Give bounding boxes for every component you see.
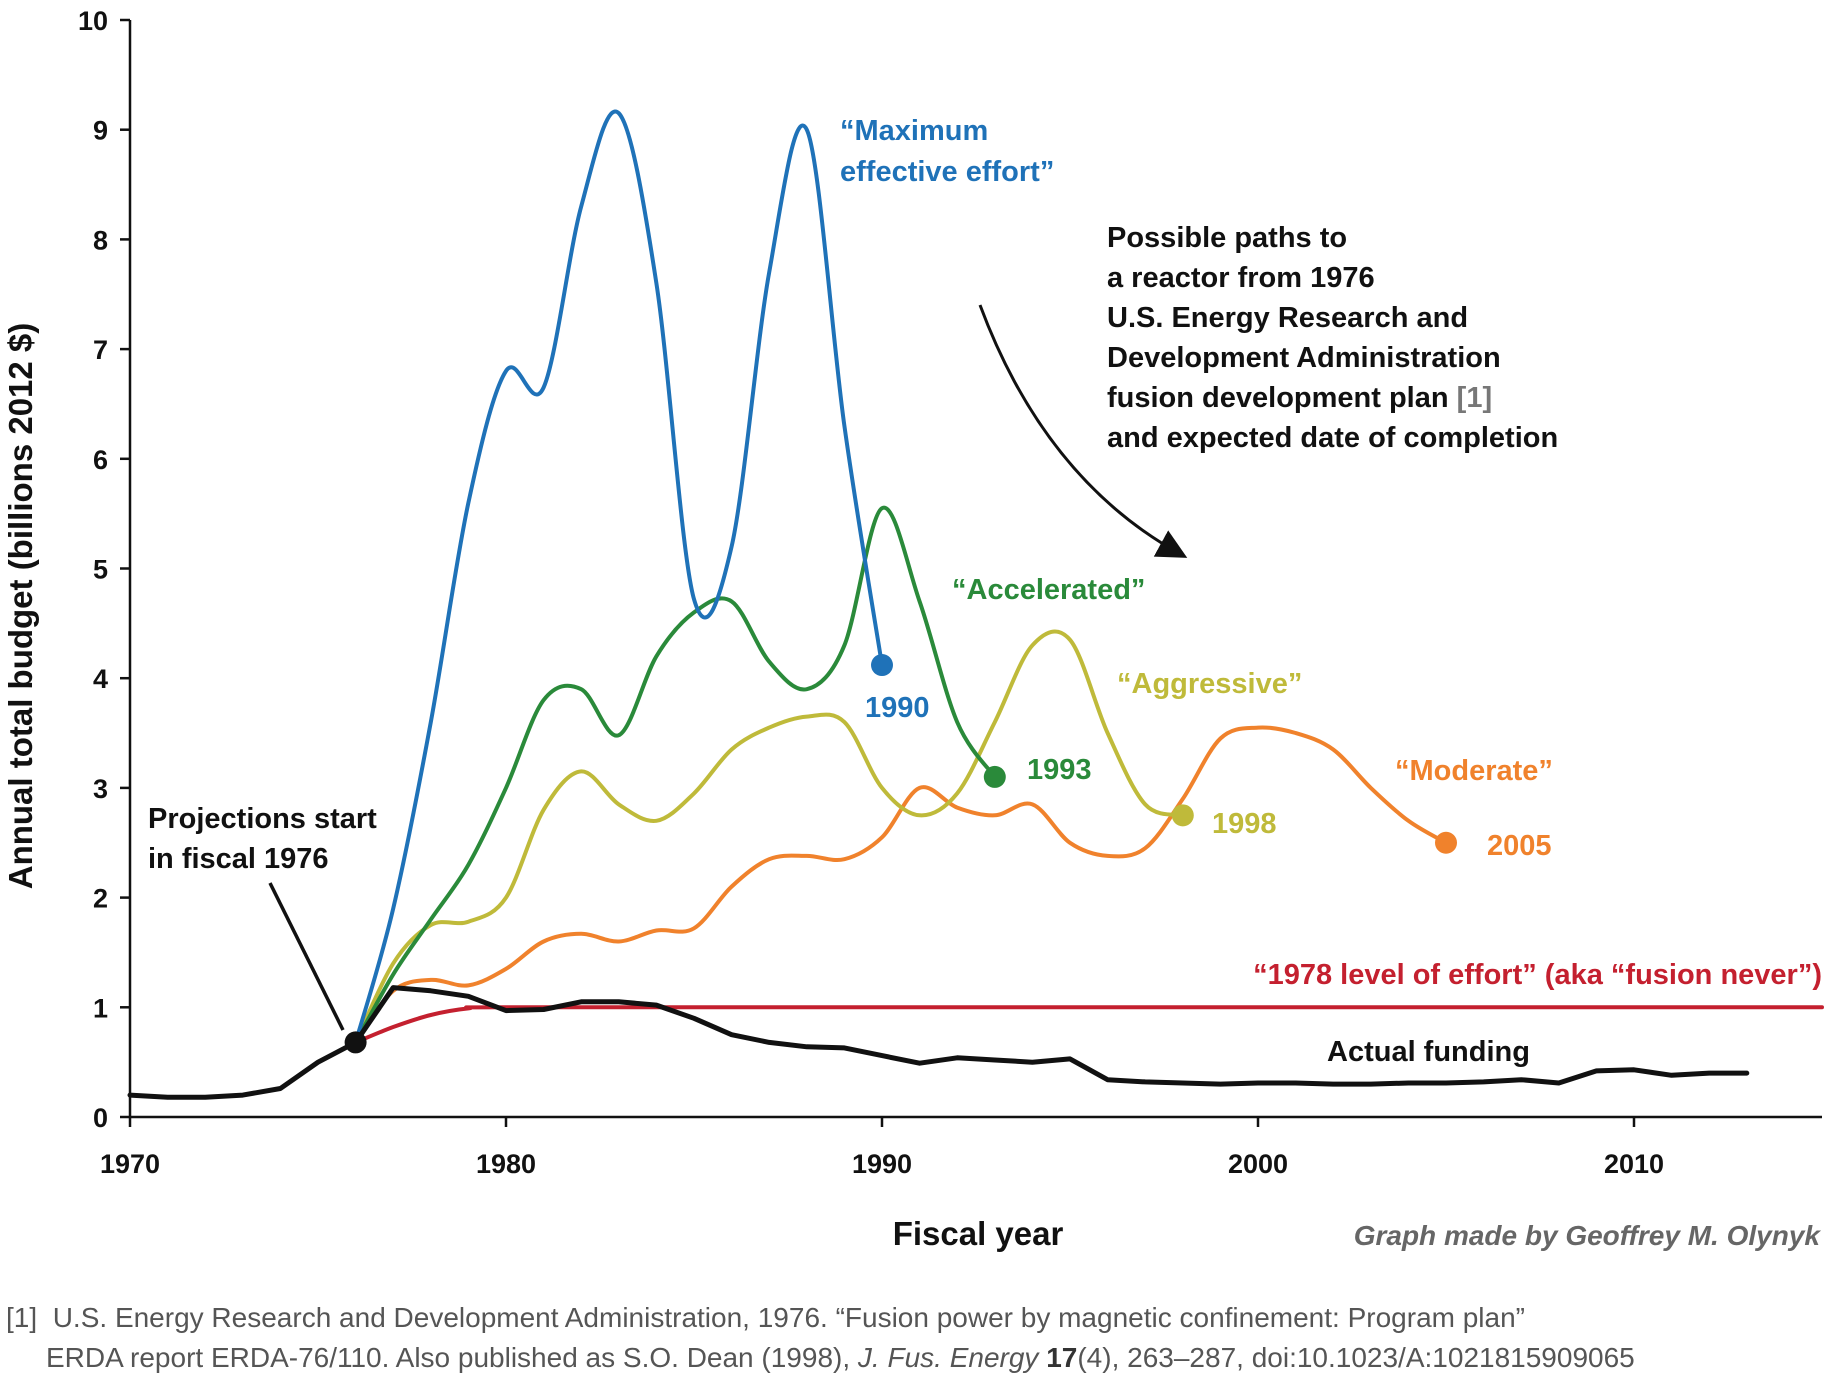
reference-line1-text: U.S. Energy Research and Development Adm… (52, 1302, 1525, 1333)
y-tick-label: 6 (93, 445, 108, 475)
series-layer (127, 109, 1824, 1100)
reference-marker: [1] (6, 1302, 38, 1333)
series-line-moderate (353, 725, 1448, 1045)
axes: 0 1 2 3 4 5 6 7 8 9 10 1970 1980 1990 2000 2010 (78, 6, 1822, 1179)
max-effort-label-line1: “Maximum (840, 115, 988, 147)
reference-line2: ERDA report ERDA-76/110. Also published … (6, 1338, 1826, 1378)
y-tick-label: 4 (93, 664, 108, 694)
end-label-1998: 1998 (1212, 808, 1277, 840)
projections-start-line1: Projections start (148, 803, 377, 835)
series-line-fusion-never (353, 1005, 1824, 1045)
aggressive-label: “Aggressive” (1117, 668, 1302, 700)
reference-line2-b: (4), 263–287, doi:10.1023/A:102181590906… (1077, 1342, 1635, 1373)
series-line-actual-funding (127, 985, 1750, 1100)
graph-credit: Graph made by Geoffrey M. Olynyk (1354, 1220, 1822, 1251)
projections-start-pointer (268, 882, 345, 1031)
end-label-2005: 2005 (1487, 830, 1552, 862)
reference-line2-a: ERDA report ERDA-76/110. Also published … (46, 1342, 858, 1373)
end-point-accelerated (983, 765, 1006, 788)
x-tick-label: 2000 (1228, 1149, 1288, 1179)
max-effort-label-line2: effective effort” (840, 156, 1054, 188)
x-tick-label: 1970 (100, 1149, 160, 1179)
series-line-accelerated (353, 505, 997, 1045)
y-tick-label: 7 (93, 335, 108, 365)
possible-paths-line6: and expected date of completion (1107, 422, 1558, 454)
possible-paths-line5: fusion development plan [1] (1107, 382, 1492, 414)
series-line-aggressive (353, 629, 1185, 1045)
end-point-aggressive (1171, 804, 1194, 827)
reference-volume: 17 (1046, 1342, 1078, 1373)
y-tick-label: 3 (93, 774, 108, 804)
x-tick-label: 1980 (476, 1149, 536, 1179)
x-axis-title: Fiscal year (893, 1215, 1064, 1252)
y-axis-title: Annual total budget (billions 2012 $) (2, 323, 39, 890)
y-tick-label: 0 (93, 1103, 108, 1133)
possible-paths-arrow (978, 304, 1188, 558)
reference-line1: [1] U.S. Energy Research and Development… (6, 1298, 1826, 1338)
y-tick-label: 8 (93, 225, 108, 255)
reference-footnote: [1] U.S. Energy Research and Development… (6, 1298, 1826, 1378)
x-tick-label: 2010 (1604, 1149, 1664, 1179)
fusion-budget-chart: 0 1 2 3 4 5 6 7 8 9 10 1970 1980 1990 2000 2010 Fiscal … (2, 6, 1824, 1252)
possible-paths-line5-text: fusion development plan (1107, 382, 1457, 414)
series-line-maximum-effort (353, 109, 884, 1045)
y-tick-label: 1 (93, 993, 108, 1023)
possible-paths-line3: U.S. Energy Research and (1107, 302, 1468, 334)
fusion-never-label: “1978 level of effort” (aka “fusion neve… (1253, 959, 1822, 991)
projections-start-line2: in fiscal 1976 (148, 843, 329, 875)
end-label-1990: 1990 (865, 692, 930, 724)
end-point-maximum-effort (871, 654, 893, 677)
actual-funding-label: Actual funding (1327, 1036, 1530, 1068)
y-tick-label: 9 (93, 116, 108, 146)
reference-journal: J. Fus. Energy (857, 1342, 1039, 1373)
y-tick-label: 10 (78, 6, 108, 36)
possible-paths-line4: Development Administration (1107, 342, 1501, 374)
end-point-moderate (1435, 831, 1457, 854)
end-label-1993: 1993 (1027, 754, 1092, 786)
projection-start-point (344, 1031, 367, 1054)
y-tick-label: 2 (93, 884, 108, 914)
possible-paths-line1: Possible paths to (1107, 222, 1347, 254)
x-tick-label: 1990 (852, 1149, 912, 1179)
annotation-layer: Fiscal year Annual total budget (billion… (2, 115, 1822, 1252)
y-tick-label: 5 (93, 555, 108, 585)
moderate-label: “Moderate” (1395, 755, 1553, 787)
possible-paths-line2: a reactor from 1976 (1107, 262, 1375, 294)
possible-paths-ref: [1] (1457, 382, 1492, 414)
accelerated-label: “Accelerated” (952, 574, 1145, 606)
